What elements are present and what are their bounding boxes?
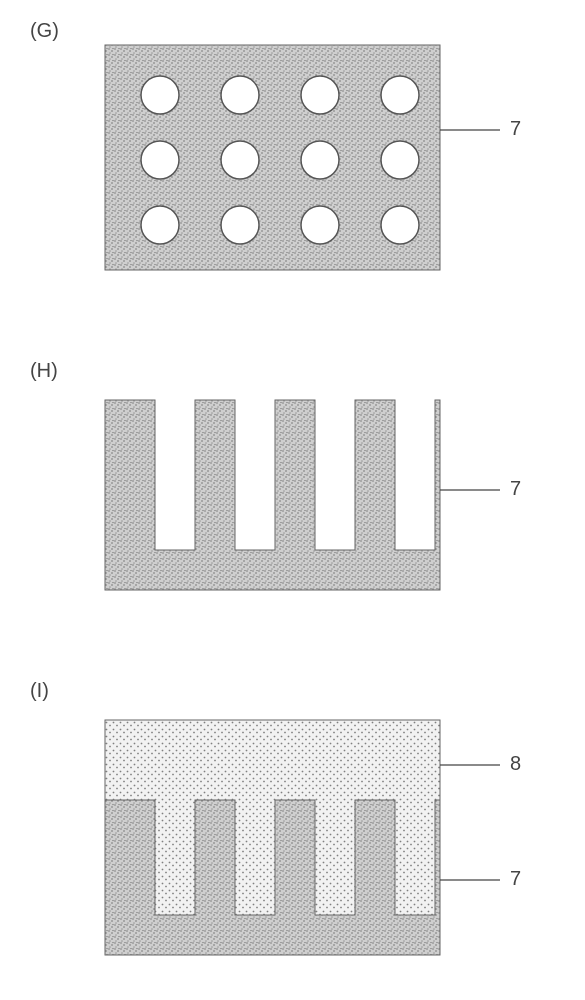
ref-label-i-7: 7	[510, 868, 521, 891]
panel-i-figure	[0, 0, 585, 1000]
ref-label-i-8: 8	[510, 753, 521, 776]
